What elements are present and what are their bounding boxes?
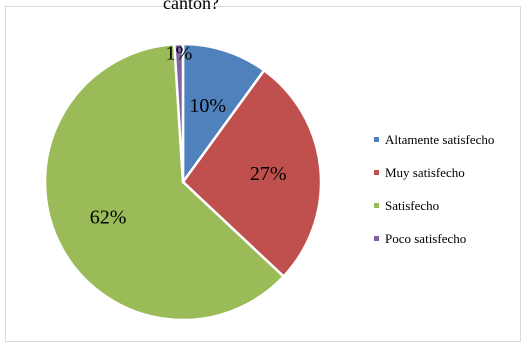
pie-slice-muy-satisfecho <box>181 69 323 278</box>
legend-swatch-satisfecho <box>374 203 379 208</box>
legend-swatch-poco-satisfecho <box>374 236 379 241</box>
legend-label-muy-satisfecho: Muy satisfecho <box>385 164 465 180</box>
pie-slice-poco-satisfecho <box>173 42 185 184</box>
data-label-altamente-satisfecho: 10% <box>189 95 226 117</box>
legend-swatch-altamente-satisfecho <box>374 137 379 142</box>
legend-label-poco-satisfecho: Poco satisfecho <box>385 230 467 246</box>
legend-item-poco-satisfecho: Poco satisfecho <box>374 222 494 255</box>
legend-swatch-muy-satisfecho <box>374 170 379 175</box>
legend-item-muy-satisfecho: Muy satisfecho <box>374 156 494 189</box>
legend-label-satisfecho: Satisfecho <box>385 197 440 213</box>
legend-item-satisfecho: Satisfecho <box>374 189 494 222</box>
data-label-poco-satisfecho: 1% <box>166 43 193 65</box>
data-label-satisfecho: 62% <box>90 206 127 228</box>
pie-slice-satisfecho <box>43 43 285 322</box>
pie-chart: 10% 27% 62% 1% <box>43 42 323 322</box>
chart-title: cantón? <box>163 0 219 13</box>
legend-label-altamente-satisfecho: Altamente satisfecho <box>385 131 495 147</box>
chart-frame: 10% 27% 62% 1% cantón? Altamente satisfecho… <box>5 0 521 342</box>
legend: Altamente satisfecho Muy satisfecho Sati… <box>374 123 494 255</box>
pie-slice-altamente-satisfecho <box>181 42 266 184</box>
legend-item-altamente-satisfecho: Altamente satisfecho <box>374 123 494 156</box>
data-label-muy-satisfecho: 27% <box>250 163 287 185</box>
